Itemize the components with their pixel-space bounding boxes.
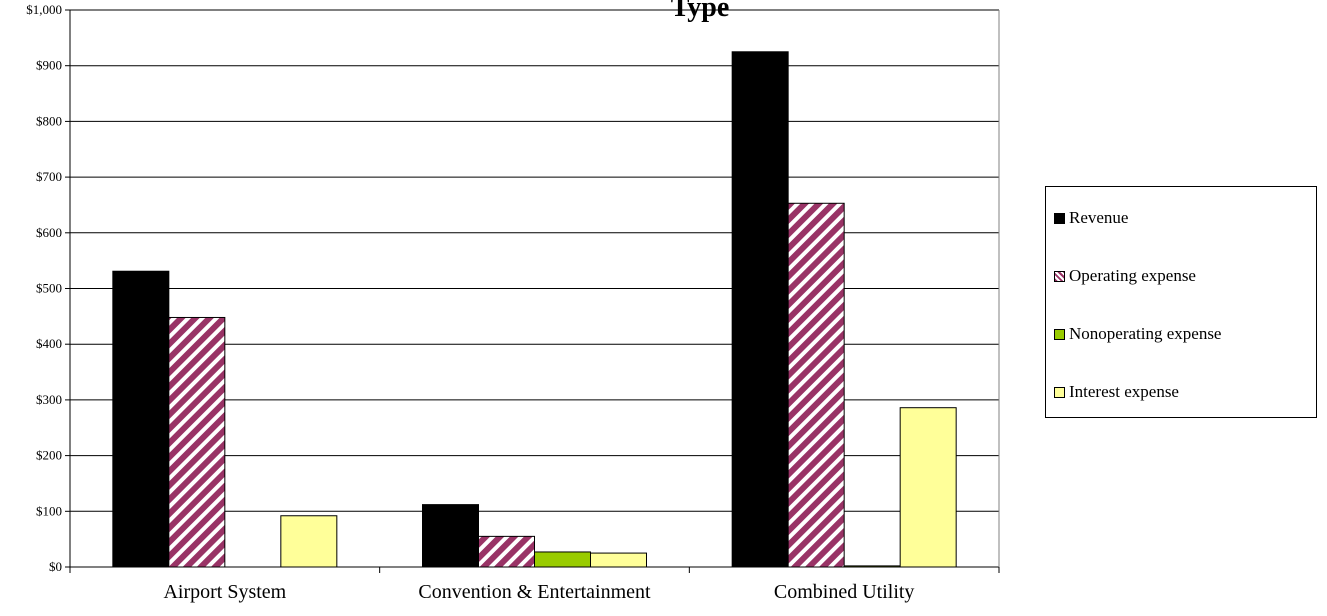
bar-revenue [422,504,479,568]
y-tick-label: $0 [49,559,62,574]
x-category-label: Combined Utility [774,581,915,603]
legend-label: Revenue [1069,208,1129,227]
bar-operating-expense [787,202,845,568]
y-tick-label: $600 [36,225,62,240]
axis-labels: $0 $100 $200 $300 $400 $500 $600 $700 $800 $900 $1… [26,2,914,603]
bar-interest-expense [280,515,338,568]
y-tick-label: $700 [36,169,62,184]
x-category-label: Convention & Entertainment [418,581,651,603]
y-tick-label: $900 [36,58,62,73]
y-tick-label: $500 [36,281,62,296]
legend-item: Revenue [1054,207,1128,229]
bar-chart: $0 $100 $200 $300 $400 $500 $600 $700 $800 $900 $1… [26,0,1000,603]
y-tick-label: $400 [36,336,62,351]
bar-operating-expense [478,535,535,568]
bars [112,51,957,568]
bar-operating-expense [168,316,226,568]
y-tick-label: $200 [36,448,62,463]
legend-swatch [1054,328,1065,340]
bar-interest-expense [899,407,957,568]
y-tick-label: $300 [36,392,62,407]
legend-item: Operating expense [1054,265,1196,287]
y-tick-label: $100 [36,503,62,518]
bar-interest-expense [590,552,647,568]
y-tick-label: $800 [36,113,62,128]
y-tick-label: $1,000 [26,2,62,17]
bar-revenue [731,51,789,568]
axes [65,9,1000,573]
legend-item: Nonoperating expense [1054,323,1221,345]
legend-label: Interest expense [1069,382,1179,401]
legend: Revenue Operating expense Nonoperating exp… [1045,186,1317,418]
legend-label: Nonoperating expense [1069,324,1222,343]
bar-nonoperating-expense [534,551,591,568]
x-category-label: Airport System [163,581,286,603]
chart-title: Type [671,0,730,23]
legend-item: Interest expense [1054,381,1179,403]
legend-label: Operating expense [1069,266,1196,285]
legend-swatch [1054,212,1065,224]
bar-revenue [112,270,170,568]
legend-swatch [1054,270,1065,282]
legend-swatch [1054,386,1065,398]
